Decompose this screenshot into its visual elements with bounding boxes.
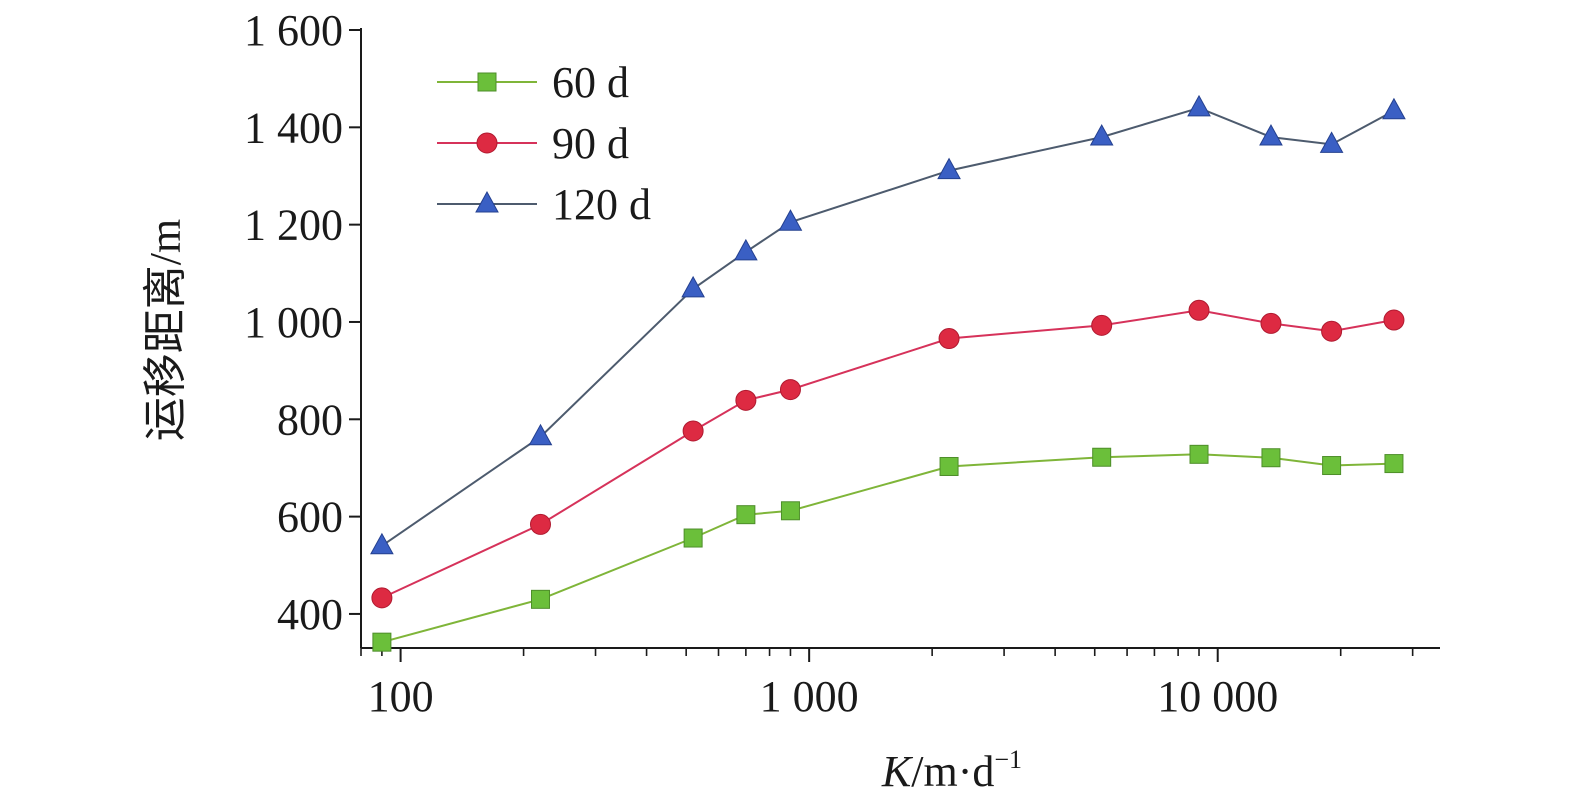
data-point bbox=[1384, 454, 1404, 474]
x-axis-title: K/m·d−1 bbox=[881, 745, 1022, 796]
y-tick-label: 400 bbox=[277, 590, 343, 639]
series-line bbox=[381, 309, 1395, 599]
data-point bbox=[681, 275, 705, 298]
y-tick-label: 1 600 bbox=[244, 6, 343, 55]
legend-item: 120 d bbox=[437, 180, 651, 229]
data-point bbox=[1089, 124, 1114, 146]
data-point bbox=[1383, 309, 1405, 331]
series-line bbox=[381, 106, 1395, 547]
data-point bbox=[1382, 97, 1406, 120]
data-point bbox=[780, 501, 800, 521]
data-point bbox=[1261, 448, 1281, 468]
legend-label: 120 d bbox=[552, 180, 651, 229]
data-point bbox=[682, 420, 704, 442]
series-1 bbox=[371, 299, 1405, 609]
data-point bbox=[371, 587, 393, 609]
data-point bbox=[370, 532, 394, 555]
x-tick-label: 1 000 bbox=[760, 672, 859, 721]
legend-label: 90 d bbox=[552, 119, 629, 168]
data-point bbox=[1259, 124, 1283, 146]
data-point bbox=[938, 328, 960, 350]
data-point bbox=[529, 513, 551, 535]
data-point bbox=[1189, 444, 1209, 464]
legend: 60 d 90 d 120 d bbox=[437, 58, 651, 229]
y-axis-title: 运移距离/m bbox=[141, 219, 190, 441]
data-point bbox=[1091, 314, 1113, 336]
legend-marker bbox=[477, 72, 497, 92]
y-tick-label: 800 bbox=[277, 395, 343, 444]
y-tick-label: 1 400 bbox=[244, 103, 343, 152]
axes: 400 600 800 1 000 1 200 1 400 1 600 100 1 000 10 … bbox=[244, 6, 1440, 721]
data-point bbox=[779, 379, 801, 401]
data-point bbox=[1187, 94, 1211, 117]
data-point bbox=[372, 632, 392, 652]
data-point bbox=[778, 209, 803, 231]
legend-marker bbox=[475, 190, 499, 213]
series-2 bbox=[370, 94, 1406, 555]
legend-marker bbox=[476, 132, 498, 154]
series-0 bbox=[372, 444, 1404, 652]
data-point bbox=[528, 423, 553, 446]
data-point bbox=[939, 456, 959, 476]
data-point bbox=[734, 238, 758, 261]
data-point bbox=[683, 528, 703, 548]
y-tick-label: 1 200 bbox=[244, 201, 343, 250]
data-point bbox=[1322, 456, 1342, 476]
legend-item: 60 d bbox=[437, 58, 629, 107]
data-point bbox=[1260, 312, 1282, 334]
series-layer bbox=[370, 94, 1406, 652]
series-line bbox=[381, 453, 1395, 644]
data-point bbox=[735, 389, 757, 411]
data-point bbox=[1321, 320, 1343, 342]
data-point bbox=[1092, 447, 1112, 467]
legend-item: 90 d bbox=[437, 119, 629, 168]
legend-label: 60 d bbox=[552, 58, 629, 107]
x-tick-label: 100 bbox=[368, 672, 434, 721]
data-point bbox=[937, 157, 961, 180]
data-point bbox=[530, 589, 550, 609]
y-tick-label: 1 000 bbox=[244, 298, 343, 347]
y-tick-label: 600 bbox=[277, 493, 343, 542]
data-point bbox=[736, 505, 756, 525]
x-tick-label: 10 000 bbox=[1157, 672, 1278, 721]
axis-titles: K/m·d−1 运移距离/m bbox=[141, 219, 1022, 796]
data-point bbox=[1319, 131, 1344, 153]
data-point bbox=[1188, 299, 1210, 321]
